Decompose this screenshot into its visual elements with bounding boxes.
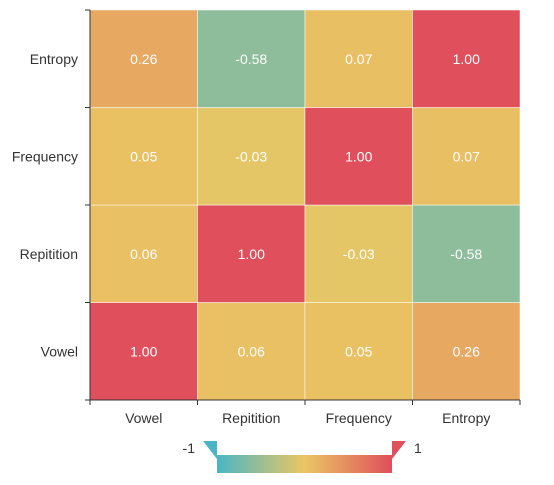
legend-min-handle — [203, 441, 217, 459]
y-tick-label-frequency: Frequency — [12, 148, 78, 164]
cell-frequency-vowel-label: 0.05 — [130, 148, 157, 164]
y-tick-label-repitition: Repitition — [20, 246, 78, 262]
cell-repitition-entropy — [412, 204, 521, 303]
cell-frequency-entropy — [412, 107, 521, 206]
x-tick-label-repitition: Repitition — [222, 410, 280, 426]
cell-vowel-entropy-label: 0.26 — [453, 343, 480, 359]
cell-entropy-frequency-label: 0.07 — [345, 51, 372, 67]
legend-min-label: -1 — [183, 440, 196, 456]
cell-repitition-vowel-label: 0.06 — [130, 246, 157, 262]
cell-vowel-frequency-label: 0.05 — [345, 343, 372, 359]
legend-bar — [217, 455, 392, 473]
y-tick-label-entropy: Entropy — [30, 51, 78, 67]
x-tick-label-vowel: Vowel — [125, 410, 162, 426]
cell-entropy-entropy — [412, 9, 521, 108]
cell-entropy-repitition-label: -0.58 — [235, 51, 267, 67]
legend-max-label: 1 — [414, 440, 422, 456]
cell-entropy-repitition — [197, 9, 306, 108]
cell-repitition-frequency — [304, 204, 413, 303]
heatmap-cells: 1.00 0.06 0.05 0.26 0.06 1.00 -0.03 -0.58 0.05 -0… — [89, 9, 521, 401]
x-tick-label-frequency: Frequency — [326, 410, 392, 426]
cell-vowel-entropy — [412, 302, 521, 401]
y-tick-label-vowel: Vowel — [41, 343, 78, 359]
color-legend: -1 1 — [183, 440, 422, 473]
cell-frequency-frequency-label: 1.00 — [345, 148, 372, 164]
cell-vowel-repitition-label: 0.06 — [238, 343, 265, 359]
cell-vowel-repitition — [197, 302, 306, 401]
cell-repitition-vowel — [89, 204, 198, 303]
cell-entropy-frequency — [304, 9, 413, 108]
cell-frequency-entropy-label: 0.07 — [453, 148, 480, 164]
cell-repitition-frequency-label: -0.03 — [343, 246, 375, 262]
cell-frequency-repitition-label: -0.03 — [235, 148, 267, 164]
axes: Vowel Repitition Frequency Entropy Vowel Repi… — [12, 9, 521, 426]
cell-repitition-repitition-label: 1.00 — [238, 246, 265, 262]
cell-repitition-repitition — [197, 204, 306, 303]
x-tick-label-entropy: Entropy — [442, 410, 490, 426]
cell-vowel-vowel — [89, 302, 198, 401]
cell-vowel-vowel-label: 1.00 — [130, 343, 157, 359]
cell-frequency-repitition — [197, 107, 306, 206]
cell-entropy-entropy-label: 1.00 — [453, 51, 480, 67]
cell-repitition-entropy-label: -0.58 — [450, 246, 482, 262]
cell-entropy-vowel — [89, 9, 198, 108]
legend-max-handle — [392, 441, 406, 459]
cell-entropy-vowel-label: 0.26 — [130, 51, 157, 67]
